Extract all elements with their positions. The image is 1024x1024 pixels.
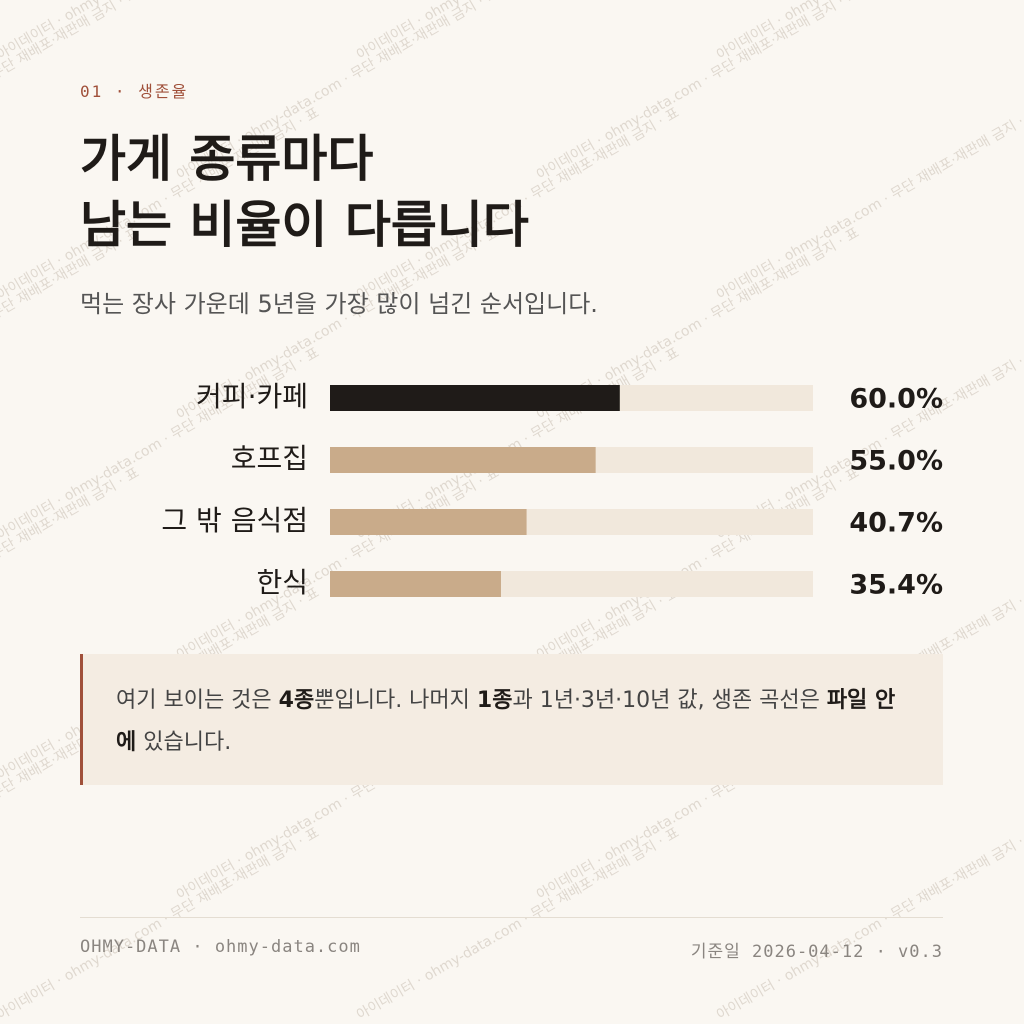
divider — [80, 917, 943, 918]
watermark: 아이데이터 · ohmy-data.com · 무단 재배포·재판매 금지 · … — [354, 0, 682, 63]
footer-right: 기준일 2026-04-12 · v0.3 — [690, 942, 943, 962]
title-line: 가게 종류마다 — [80, 130, 374, 188]
category-label: 그 밖 음식점 — [161, 504, 308, 537]
kicker: 01 · 생존율 — [80, 82, 189, 101]
watermark: 아이데이터 · ohmy-data.com · 무단 재배포·재판매 금지 · … — [354, 825, 682, 1024]
note-segment: 여기 보이는 것은 — [116, 688, 279, 713]
bar — [330, 385, 620, 411]
category-label: 한식 — [256, 566, 308, 599]
category-label: 커피·카페 — [196, 380, 308, 413]
chart: 커피·카페 60.0% 호프집 55.0% 그 밖 음식점 40.7% 한식 35.4% — [161, 380, 943, 601]
watermark: 아이데이터 · ohmy-data.com · 무단 재배포·재판매 금지 · … — [534, 0, 862, 183]
value-label: 55.0% — [849, 446, 943, 477]
value-label: 60.0% — [849, 384, 943, 415]
value-label: 40.7% — [849, 508, 943, 539]
value-label: 35.4% — [849, 570, 943, 601]
subtitle: 먹는 장사 가운데 5년을 가장 많이 넘긴 순서입니다. — [80, 290, 598, 318]
bar — [330, 509, 527, 535]
title-line: 남는 비율이 다릅니다 — [80, 196, 529, 254]
note-segment: 뿐입니다. 나머지 — [314, 688, 477, 713]
note-segment: 4종 — [278, 688, 315, 713]
watermark: 아이데이터 · ohmy-data.com · 무단 재배포·재판매 금지 · … — [0, 0, 322, 63]
note-segment: 있습니다. — [136, 730, 232, 755]
note-segment: 과 1년·3년·10년 값, 생존 곡선은 — [512, 688, 827, 713]
bar — [330, 571, 501, 597]
category-label: 호프집 — [231, 442, 308, 475]
watermark: 아이데이터 · ohmy-data.com · 무단 재배포·재판매 금지 · … — [714, 0, 1024, 63]
note-segment: 1종 — [476, 688, 513, 713]
footer-left: OHMY-DATA · ohmy-data.com — [80, 937, 361, 957]
bar — [330, 447, 596, 473]
note-segment: 파일 안에 — [116, 688, 896, 755]
watermark: 아이데이터 · ohmy-data.com · 무단 재배포·재판매 금지 · … — [714, 825, 1024, 1024]
note: 여기 보이는 것은 4종뿐입니다. 나머지 1종과 1년·3년·10년 값, 생… — [80, 654, 943, 785]
watermark: 아이데이터 · ohmy-data.com · 무단 재배포·재판매 금지 · … — [0, 825, 322, 1024]
watermark: 아이데이터 · ohmy-data.com · 무단 재배포·재판매 금지 · … — [714, 105, 1024, 304]
